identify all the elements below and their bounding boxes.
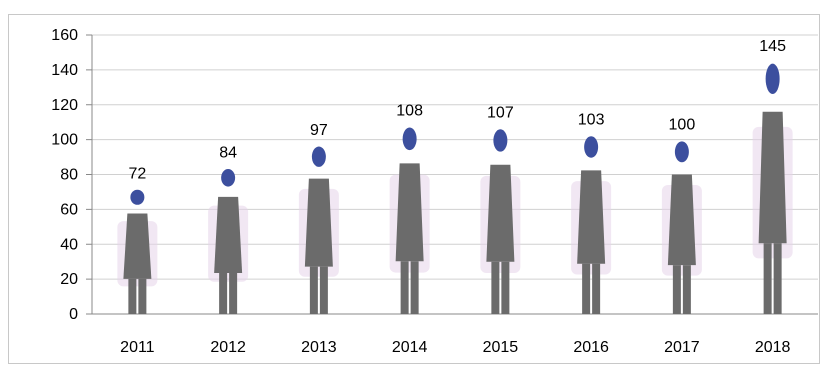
x-tick-label: 2015 [483,339,519,356]
y-tick-label: 160 [51,27,78,44]
figure-leg [592,263,601,314]
figure-head [493,129,508,152]
figure-torso [304,178,333,267]
data-label: 108 [396,103,423,120]
figure-torso [758,111,787,244]
data-label: 103 [578,111,605,128]
y-tick-label: 20 [60,271,78,288]
data-label: 97 [310,122,328,139]
figure-head [765,63,780,95]
x-tick-label: 2013 [301,339,337,356]
figure-torso [395,163,424,262]
y-tick-label: 40 [60,236,78,253]
figure-leg [501,261,510,314]
bar-figure [571,136,612,314]
bar-figure [117,189,158,314]
bar-figure [661,141,702,314]
x-axis-ticks: 2011 2012 2013 2014 2015 2016 2017 2018 [120,339,790,356]
bar-figure [298,146,339,314]
figure-leg [491,261,500,314]
figure-leg [309,266,318,314]
figure-leg [763,243,772,314]
figure-leg [773,243,782,314]
figure-leg [138,278,147,314]
data-label: 100 [669,117,696,134]
figure-head [402,127,417,151]
figure-leg [229,272,238,314]
x-tick-label: 2011 [120,339,155,356]
figure-leg [319,266,328,314]
data-labels: 72 84 97 108 107 103 100 145 [128,38,786,182]
y-tick-label: 100 [51,132,78,149]
figure-leg [582,263,591,314]
x-tick-label: 2012 [210,339,246,356]
x-tick-label: 2014 [392,339,428,356]
bars [117,63,793,314]
bar-figure [208,168,249,314]
bar-figure [389,127,430,314]
bar-figure [752,63,793,314]
figure-head [674,141,689,163]
y-tick-label: 0 [69,306,78,323]
y-tick-label: 80 [60,167,78,184]
figure-torso [123,213,152,279]
figure-torso [214,196,243,273]
figure-leg [219,272,228,314]
x-tick-label: 2018 [755,339,791,356]
figure-head [584,136,599,158]
figure-head [130,189,145,205]
y-tick-label: 140 [51,62,78,79]
gridlines [86,34,818,315]
figure-leg [682,265,691,314]
figure-torso [486,164,515,262]
data-label: 145 [759,38,786,55]
figure-leg [672,265,681,314]
data-label: 72 [128,165,146,182]
bar-figure [480,129,521,314]
x-tick-label: 2017 [664,339,700,356]
data-label: 84 [219,145,237,162]
y-tick-label: 120 [51,97,78,114]
y-axis-ticks: 0 20 40 60 80 100 120 140 160 [51,27,78,323]
y-tick-label: 60 [60,201,78,218]
figure-leg [128,278,137,314]
figure-torso [577,170,606,264]
figure-leg [410,261,419,314]
figure-torso [667,174,696,266]
x-tick-label: 2016 [573,339,609,356]
data-label: 107 [487,104,514,121]
figure-head [311,146,326,167]
figure-leg [400,261,409,314]
figure-head [221,168,236,187]
